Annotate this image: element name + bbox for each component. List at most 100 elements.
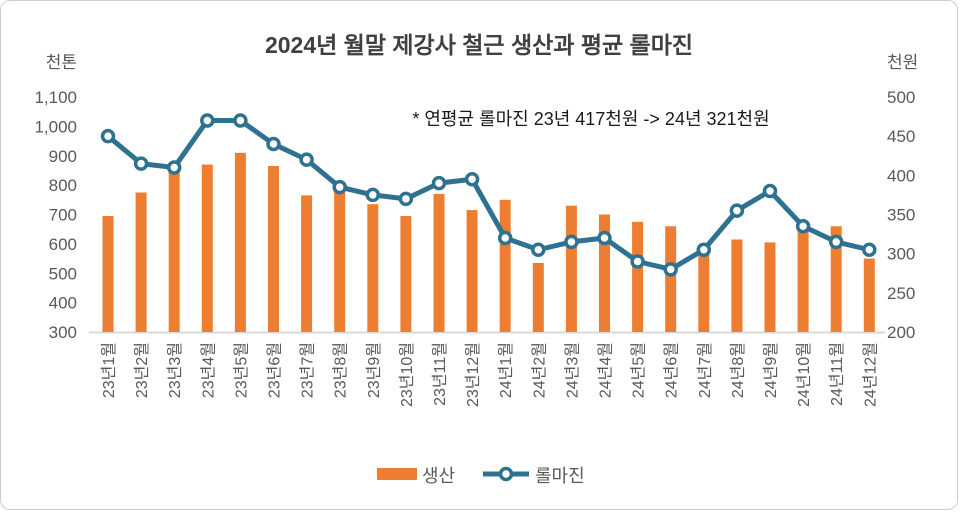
x-axis-label: 24년2월 — [530, 342, 548, 398]
production-bar — [367, 204, 379, 332]
rollmargin-point — [464, 172, 480, 187]
production-bar — [565, 205, 577, 332]
rollmargin-point — [431, 175, 447, 191]
x-axis-label: 23년12월 — [464, 342, 482, 407]
production-bar — [499, 199, 511, 332]
right-axis-tick: 250 — [887, 284, 915, 303]
x-axis-label: 23년6월 — [266, 342, 284, 398]
right-axis-tick: 350 — [887, 206, 915, 225]
production-bar — [698, 252, 710, 332]
left-axis-tick: 700 — [49, 206, 77, 225]
x-axis-label: 23년8월 — [332, 342, 350, 398]
x-axis-label: 24년1월 — [497, 342, 515, 398]
production-bar — [168, 167, 180, 332]
legend: 생산 롤마진 — [377, 466, 585, 486]
production-bar — [797, 227, 809, 332]
rollmargin-point — [398, 191, 414, 207]
production-bar — [135, 192, 147, 332]
rollmargin-point — [497, 230, 513, 246]
rollmargin-point — [365, 187, 381, 203]
right-axis-tick: 450 — [887, 127, 915, 146]
production-bar — [334, 191, 346, 332]
rollmargin-point — [133, 156, 149, 171]
rollmargin-point — [696, 242, 712, 257]
rollmargin-point — [762, 183, 778, 199]
rollmargin-point — [828, 234, 844, 250]
rollmargin-line — [105, 118, 872, 272]
rollmargin-point — [266, 136, 281, 152]
rollmargin-point — [729, 203, 745, 218]
rollmargin-point — [795, 219, 811, 234]
left-axis-tick: 1,100 — [34, 88, 77, 107]
rollmargin-point — [332, 179, 347, 195]
production-bar — [665, 226, 677, 332]
production-bar — [201, 164, 213, 332]
production-bar — [632, 221, 644, 332]
x-axis-label: 23년11월 — [431, 342, 449, 406]
production-bar — [102, 215, 114, 332]
x-axis-label: 24년7월 — [696, 342, 714, 398]
x-axis-label: 24년3월 — [563, 342, 581, 398]
production-bar — [830, 226, 842, 332]
production-bar — [268, 166, 279, 332]
rollmargin-point — [233, 113, 248, 128]
production-bar — [764, 242, 776, 332]
x-axis-label: 23년2월 — [133, 342, 151, 398]
production-bar — [599, 214, 610, 332]
chart-title: 2024년 월말 제강사 철근 생산과 평균 롤마진 — [265, 32, 693, 58]
rollmargin-point — [299, 152, 314, 167]
right-axis-unit: 천원 — [887, 53, 918, 72]
x-axis-label: 23년10월 — [398, 342, 416, 407]
rollmargin-point — [531, 242, 546, 257]
production-bar — [466, 210, 478, 332]
left-axis-tick: 600 — [49, 235, 77, 254]
x-axis-label: 23년5월 — [232, 342, 250, 398]
rollmargin-point — [200, 113, 215, 128]
right-axis-tick: 500 — [887, 88, 915, 107]
production-bar — [731, 239, 743, 332]
x-axis-label: 24년4월 — [597, 342, 615, 398]
x-axis-label: 24년8월 — [729, 342, 747, 398]
x-axis-label: 23년7월 — [299, 342, 317, 398]
production-bar — [400, 215, 412, 332]
x-axis-label: 23년9월 — [365, 342, 383, 398]
left-axis-unit: 천톤 — [46, 53, 77, 72]
x-axis-label: 24년9월 — [762, 342, 780, 398]
left-axis-tick: 400 — [49, 294, 77, 313]
production-bar — [863, 258, 875, 332]
left-axis-tick: 800 — [49, 176, 77, 195]
rollmargin-point — [630, 254, 645, 269]
x-axis-label: 24년12월 — [861, 342, 879, 407]
rollmargin-point — [100, 128, 116, 144]
production-legend-swatch — [377, 468, 417, 480]
right-axis-tick: 200 — [887, 323, 915, 342]
average-annotation: * 연평균 롤마진 23년 417천원 -> 24년 321천원 — [412, 109, 769, 129]
x-axis-label: 24년10월 — [795, 342, 813, 407]
x-axis-label: 24년5월 — [630, 342, 648, 398]
left-axis-tick: 1,000 — [34, 117, 77, 136]
rollmargin-point — [564, 234, 579, 250]
rollmargin-point — [663, 262, 678, 277]
production-bar — [433, 193, 445, 332]
rollmargin-point — [166, 160, 182, 175]
left-axis-tick: 500 — [49, 264, 77, 283]
rollmargin-point — [597, 230, 612, 246]
x-axis-label: 24년6월 — [663, 342, 681, 398]
left-axis-tick: 900 — [49, 147, 77, 166]
production-bar — [301, 195, 313, 332]
x-axis-label: 23년1월 — [100, 342, 118, 398]
rollmargin-point — [862, 242, 877, 257]
right-axis-tick: 300 — [887, 245, 915, 264]
plot-area: 300 400 500 600 700 800 900 1,000 1,100 200 250 300… — [34, 88, 915, 407]
production-bar — [234, 152, 246, 332]
left-axis-tick: 300 — [49, 323, 77, 342]
x-axis-label: 23년4월 — [199, 342, 217, 398]
x-axis-label: 23년3월 — [166, 342, 184, 398]
right-axis-tick: 400 — [887, 166, 915, 185]
rollmargin-legend-label: 롤마진 — [535, 466, 585, 486]
x-axis-label: 24년11월 — [828, 342, 846, 406]
rollmargin-legend-marker — [498, 466, 514, 482]
production-bar — [532, 262, 544, 332]
